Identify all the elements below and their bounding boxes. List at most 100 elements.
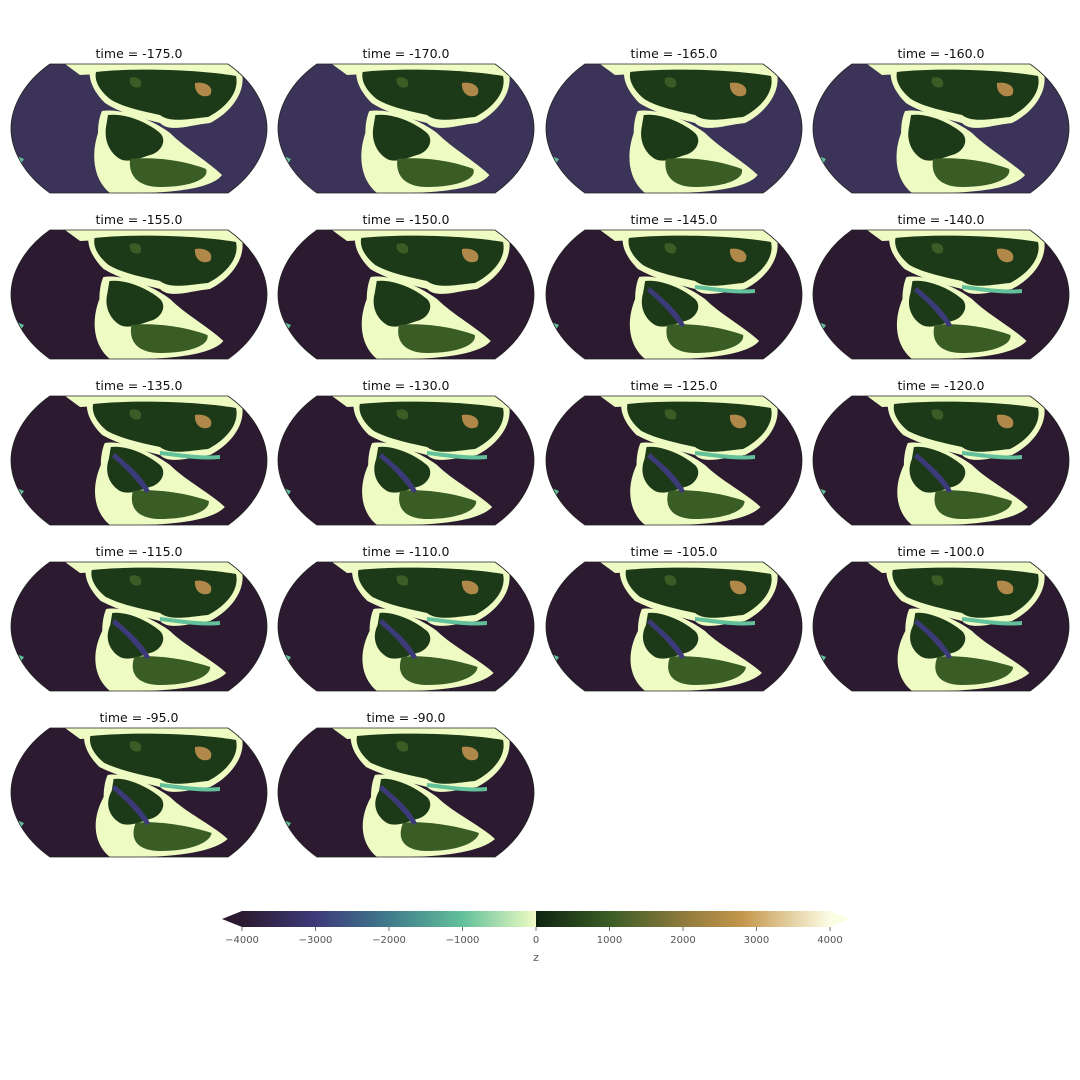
tethys-shallow: [427, 617, 487, 626]
panel-title: time = -155.0: [95, 212, 183, 227]
tethys-shallow: [427, 783, 487, 792]
landmass: [909, 446, 966, 493]
landmass: [132, 656, 211, 685]
landmass: [129, 77, 142, 88]
map-panel: time = -155.0: [10, 212, 268, 374]
world-map: [10, 63, 268, 194]
landmass: [397, 158, 474, 187]
landmass: [642, 446, 699, 493]
tethys-shallow: [695, 451, 755, 460]
tethys-shallow: [160, 617, 220, 626]
map-boundary: [812, 229, 1070, 360]
landmass: [194, 248, 212, 263]
world-map: [812, 63, 1070, 194]
map-panel: time = -120.0: [812, 378, 1070, 540]
landmass: [668, 656, 746, 685]
rift-seaway: [647, 287, 685, 327]
map-panel: time = -135.0: [10, 378, 268, 540]
landmass: [396, 575, 409, 586]
landmass: [664, 243, 677, 254]
map-boundary: [277, 561, 535, 692]
map-boundary: [277, 727, 535, 858]
map-panel: time = -115.0: [10, 544, 268, 706]
landmass: [129, 575, 142, 586]
landmass: [908, 114, 966, 161]
map-panel: time = -160.0: [812, 46, 1070, 208]
landmass: [461, 248, 479, 263]
landmass: [107, 612, 164, 659]
landmass: [729, 248, 747, 263]
landmass: [89, 733, 237, 784]
panel-title: time = -145.0: [630, 212, 718, 227]
world-map: [277, 561, 535, 692]
landmass: [399, 656, 478, 685]
world-map: [277, 229, 535, 360]
world-map: [10, 229, 268, 360]
tethys-shallow: [962, 451, 1022, 460]
map-boundary: [545, 395, 803, 526]
colorbar-topography-ramp: [536, 911, 830, 927]
colorbar-tick-label: −3000: [298, 935, 333, 946]
world-map: [812, 395, 1070, 526]
map-boundary: [545, 561, 803, 692]
map-boundary: [277, 395, 535, 526]
landmass: [360, 235, 504, 286]
colorbar-tick-label: −1000: [445, 935, 480, 946]
tethys-shallow: [160, 451, 220, 460]
map-panel: time = -110.0: [277, 544, 535, 706]
world-map: [545, 229, 803, 360]
landmass: [996, 580, 1014, 595]
landmass: [935, 656, 1014, 685]
landmass: [396, 409, 409, 420]
landmass: [931, 575, 944, 586]
landmass: [107, 446, 164, 493]
landmass: [399, 490, 477, 519]
landmass: [996, 82, 1014, 97]
panel-title: time = -150.0: [362, 212, 450, 227]
rift-seaway: [379, 785, 417, 825]
landmass: [666, 324, 744, 353]
map-boundary: [545, 229, 803, 360]
landmass: [373, 280, 431, 327]
map-boundary: [10, 395, 268, 526]
landmass: [665, 158, 743, 187]
colorbar-tick-label: 4000: [817, 935, 843, 946]
landmass: [642, 612, 699, 659]
landmass: [129, 243, 142, 254]
landmass: [396, 741, 409, 752]
world-map: [277, 395, 535, 526]
landmass: [129, 409, 142, 420]
world-map: [812, 229, 1070, 360]
landmass: [461, 414, 479, 429]
landmass: [729, 82, 747, 97]
colorbar-extend-min: [222, 911, 242, 927]
landmass: [129, 158, 207, 187]
panel-title: time = -130.0: [362, 378, 450, 393]
landmass: [461, 82, 479, 97]
landmass: [400, 822, 479, 851]
landmass: [461, 746, 479, 761]
panel-title: time = -120.0: [897, 378, 985, 393]
world-map: [277, 63, 535, 194]
map-panel: time = -100.0: [812, 544, 1070, 706]
map-boundary: [545, 63, 803, 194]
map-boundary: [10, 229, 268, 360]
world-map: [812, 561, 1070, 692]
map-panel: time = -105.0: [545, 544, 803, 706]
map-boundary: [277, 63, 535, 194]
landmass: [106, 280, 164, 327]
landmass: [892, 567, 1039, 618]
map-panel: time = -175.0: [10, 46, 268, 208]
landmass: [932, 158, 1010, 187]
panel-title: time = -170.0: [362, 46, 450, 61]
world-map: [545, 395, 803, 526]
landmass: [931, 77, 944, 88]
map-boundary: [10, 63, 268, 194]
rift-seaway: [914, 287, 952, 327]
landmass: [996, 248, 1014, 263]
landmass: [356, 733, 504, 784]
landmass: [105, 114, 164, 161]
map-panel: time = -145.0: [545, 212, 803, 374]
landmass: [374, 446, 431, 493]
map-panel: time = -95.0: [10, 710, 268, 872]
